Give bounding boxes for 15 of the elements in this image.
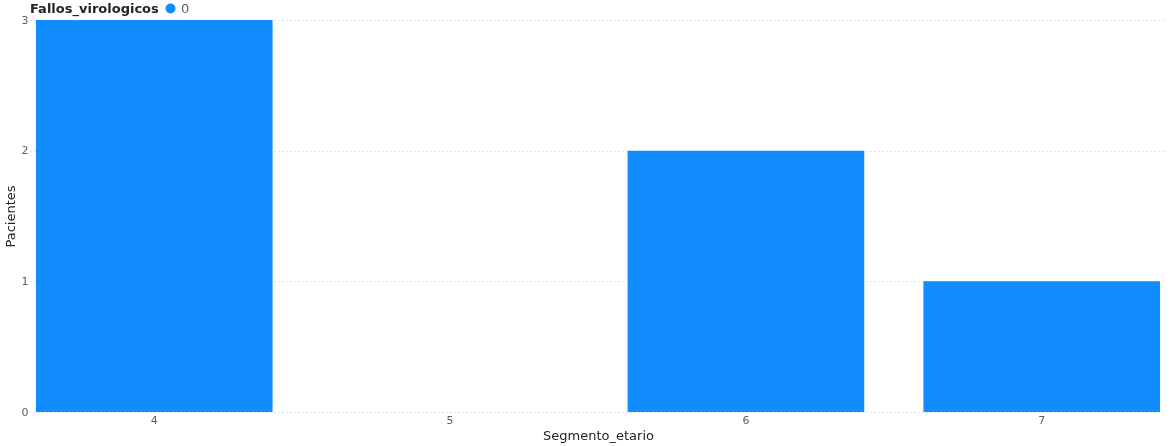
y-tick-label: 2	[21, 144, 29, 158]
y-tick-label: 3	[21, 13, 29, 27]
x-axis-title: Segmento_etario	[543, 427, 654, 443]
y-axis-title: Pacientes	[2, 185, 18, 248]
legend-label: 0	[181, 0, 190, 16]
x-tick-label: 5	[446, 413, 454, 427]
bar	[923, 281, 1161, 412]
bar	[627, 150, 865, 412]
x-tick-label: 7	[1038, 413, 1046, 427]
legend-title: Fallos_virologicos	[30, 1, 160, 17]
x-tick-label: 4	[150, 413, 158, 427]
x-tick-label: 6	[742, 413, 750, 427]
y-tick-label: 1	[21, 274, 29, 288]
y-tick-label: 0	[21, 405, 29, 419]
bar	[35, 20, 273, 412]
